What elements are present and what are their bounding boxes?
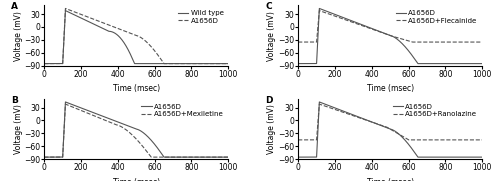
Text: C: C: [265, 2, 272, 11]
A1656D+Mexiletine: [152, 156, 157, 158]
A1656D+Mexiletine: [62, 103, 68, 105]
Line: Wild type: Wild type: [44, 11, 228, 64]
A1656D+Flecainide: [432, 41, 438, 43]
A1656D: [329, 12, 335, 14]
A1656D: [405, 50, 411, 52]
Line: A1656D: A1656D: [298, 102, 482, 157]
A1656D+Flecainide: [415, 41, 421, 43]
Wild type: [112, 32, 118, 34]
A1656D: [179, 62, 184, 65]
A1656D: [62, 7, 68, 10]
A1656D: [405, 143, 411, 145]
A1656D: [152, 143, 157, 145]
Text: B: B: [11, 96, 18, 105]
Legend: A1656D, A1656D+Flecainide: A1656D, A1656D+Flecainide: [394, 9, 479, 25]
A1656D+Ranolazine: [479, 139, 485, 141]
A1656D: [193, 62, 199, 65]
A1656D+Ranolazine: [295, 139, 301, 141]
X-axis label: Time (msec): Time (msec): [113, 178, 160, 181]
A1656D: [161, 62, 167, 65]
X-axis label: Time (msec): Time (msec): [367, 178, 414, 181]
A1656D: [316, 7, 322, 10]
A1656D+Mexiletine: [225, 156, 231, 158]
A1656D+Flecainide: [329, 14, 335, 16]
A1656D+Mexiletine: [112, 123, 118, 125]
A1656D+Flecainide: [447, 41, 453, 43]
A1656D+Ranolazine: [329, 107, 335, 109]
A1656D: [225, 156, 231, 158]
A1656D: [479, 62, 485, 65]
A1656D: [193, 156, 199, 158]
A1656D+Flecainide: [295, 41, 301, 43]
Text: A: A: [11, 2, 18, 11]
A1656D+Ranolazine: [405, 139, 411, 141]
Wild type: [41, 62, 47, 65]
A1656D: [366, 26, 371, 28]
X-axis label: Time (msec): Time (msec): [113, 85, 160, 93]
A1656D+Mexiletine: [193, 156, 199, 158]
A1656D: [432, 156, 438, 158]
A1656D: [161, 156, 167, 158]
A1656D: [329, 106, 335, 108]
A1656D+Ranolazine: [447, 139, 453, 141]
X-axis label: Time (msec): Time (msec): [367, 85, 414, 93]
A1656D: [295, 62, 301, 65]
A1656D+Flecainide: [479, 41, 485, 43]
A1656D+Ranolazine: [316, 103, 322, 105]
Wild type: [179, 62, 184, 65]
A1656D: [62, 101, 68, 103]
Line: A1656D: A1656D: [298, 9, 482, 64]
Wild type: [161, 62, 167, 65]
A1656D: [479, 156, 485, 158]
Wild type: [62, 10, 68, 12]
A1656D+Ranolazine: [366, 120, 371, 122]
A1656D+Flecainide: [405, 40, 411, 42]
Line: A1656D+Flecainide: A1656D+Flecainide: [298, 11, 482, 42]
Y-axis label: Voltage (mV): Voltage (mV): [14, 11, 23, 60]
Line: A1656D: A1656D: [44, 102, 228, 157]
Wild type: [225, 62, 231, 65]
Legend: Wild type, A1656D: Wild type, A1656D: [177, 9, 225, 25]
A1656D: [41, 156, 47, 158]
A1656D+Ranolazine: [432, 139, 438, 141]
A1656D: [447, 62, 453, 65]
Y-axis label: Voltage (mV): Voltage (mV): [14, 104, 23, 154]
A1656D: [75, 12, 81, 14]
Text: D: D: [265, 96, 273, 105]
A1656D+Ranolazine: [415, 139, 421, 141]
A1656D: [41, 62, 47, 65]
A1656D+Mexiletine: [179, 156, 184, 158]
A1656D: [366, 120, 371, 122]
A1656D+Mexiletine: [75, 108, 81, 110]
A1656D: [112, 120, 118, 122]
A1656D: [447, 156, 453, 158]
A1656D: [225, 62, 231, 65]
A1656D: [112, 26, 118, 28]
A1656D: [152, 50, 157, 52]
A1656D: [415, 62, 421, 65]
A1656D+Flecainide: [316, 10, 322, 12]
A1656D: [316, 101, 322, 103]
A1656D: [432, 62, 438, 65]
Line: A1656D+Ranolazine: A1656D+Ranolazine: [298, 104, 482, 140]
A1656D+Mexiletine: [41, 156, 47, 158]
Legend: A1656D, A1656D+Mexiletine: A1656D, A1656D+Mexiletine: [140, 102, 225, 119]
A1656D+Flecainide: [366, 27, 371, 29]
A1656D: [295, 156, 301, 158]
Y-axis label: Voltage (mV): Voltage (mV): [268, 104, 277, 154]
A1656D: [179, 156, 184, 158]
Y-axis label: Voltage (mV): Voltage (mV): [268, 11, 277, 60]
Line: A1656D+Mexiletine: A1656D+Mexiletine: [44, 104, 228, 157]
A1656D: [75, 106, 81, 108]
Legend: A1656D, A1656D+Ranolazine: A1656D, A1656D+Ranolazine: [392, 102, 479, 119]
A1656D+Mexiletine: [161, 156, 167, 158]
A1656D: [415, 156, 421, 158]
Line: A1656D: A1656D: [44, 9, 228, 64]
Wild type: [193, 62, 199, 65]
Wild type: [152, 62, 157, 65]
Wild type: [75, 15, 81, 18]
